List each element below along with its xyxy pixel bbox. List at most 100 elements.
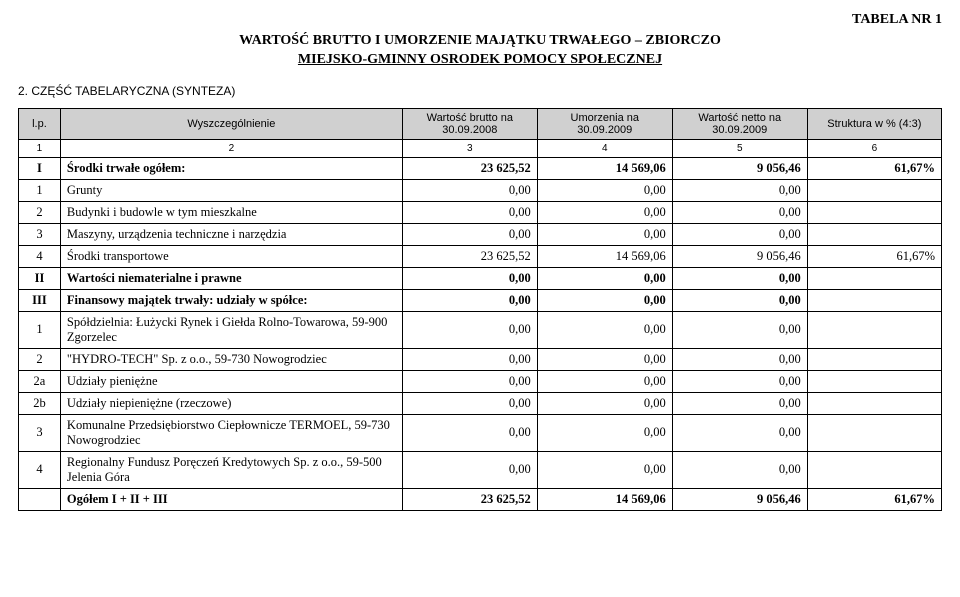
cell-v3: 23 625,52 bbox=[402, 245, 537, 267]
table-body: 1 2 3 4 5 6 IŚrodki trwałe ogółem:23 625… bbox=[19, 139, 942, 510]
cell-v5: 9 056,46 bbox=[672, 245, 807, 267]
cell-v5: 0,00 bbox=[672, 370, 807, 392]
table-row: 2aUdziały pieniężne0,000,000,00 bbox=[19, 370, 942, 392]
cell-v5: 0,00 bbox=[672, 289, 807, 311]
cell-v4: 0,00 bbox=[537, 451, 672, 488]
cell-v5: 0,00 bbox=[672, 223, 807, 245]
cell-v5: 0,00 bbox=[672, 392, 807, 414]
table-row: IIWartości niematerialne i prawne0,000,0… bbox=[19, 267, 942, 289]
cell-v6 bbox=[807, 370, 941, 392]
table-row: 4Środki transportowe23 625,5214 569,069 … bbox=[19, 245, 942, 267]
cell-desc: Maszyny, urządzenia techniczne i narzędz… bbox=[60, 223, 402, 245]
cell-v3: 0,00 bbox=[402, 179, 537, 201]
cell-v4: 14 569,06 bbox=[537, 245, 672, 267]
column-number-row: 1 2 3 4 5 6 bbox=[19, 139, 942, 157]
cell-v6 bbox=[807, 414, 941, 451]
cell-v6 bbox=[807, 451, 941, 488]
cell-v6 bbox=[807, 348, 941, 370]
cell-v3: 0,00 bbox=[402, 267, 537, 289]
cell-v4: 0,00 bbox=[537, 348, 672, 370]
table-row: 1Grunty0,000,000,00 bbox=[19, 179, 942, 201]
cell-v3: 0,00 bbox=[402, 201, 537, 223]
colnum-1: 1 bbox=[19, 139, 61, 157]
cell-desc: Środki transportowe bbox=[60, 245, 402, 267]
cell-v3: 0,00 bbox=[402, 311, 537, 348]
cell-v4: 0,00 bbox=[537, 414, 672, 451]
cell-index: 2 bbox=[19, 201, 61, 223]
table-number: TABELA NR 1 bbox=[18, 12, 942, 28]
table-row: 2Budynki i budowle w tym mieszkalne0,000… bbox=[19, 201, 942, 223]
cell-desc: Budynki i budowle w tym mieszkalne bbox=[60, 201, 402, 223]
cell-v6 bbox=[807, 223, 941, 245]
cell-v3: 0,00 bbox=[402, 414, 537, 451]
cell-v4: 0,00 bbox=[537, 179, 672, 201]
cell-desc: Wartości niematerialne i prawne bbox=[60, 267, 402, 289]
cell-v4: 0,00 bbox=[537, 392, 672, 414]
cell-v6: 61,67% bbox=[807, 157, 941, 179]
cell-index: III bbox=[19, 289, 61, 311]
title-line-1: WARTOŚĆ BRUTTO I UMORZENIE MAJĄTKU TRWAŁ… bbox=[18, 32, 942, 51]
cell-desc: Regionalny Fundusz Poręczeń Kredytowych … bbox=[60, 451, 402, 488]
cell-index: 2b bbox=[19, 392, 61, 414]
cell-v4: 0,00 bbox=[537, 370, 672, 392]
cell-v3: 0,00 bbox=[402, 289, 537, 311]
cell-v3: 0,00 bbox=[402, 370, 537, 392]
cell-index: 3 bbox=[19, 414, 61, 451]
cell-v6 bbox=[807, 311, 941, 348]
table-row: Ogółem I + II + III23 625,5214 569,069 0… bbox=[19, 488, 942, 510]
cell-index: 1 bbox=[19, 311, 61, 348]
cell-v4: 0,00 bbox=[537, 311, 672, 348]
table-header: l.p. Wyszczególnienie Wartość brutto na … bbox=[19, 108, 942, 139]
cell-v6 bbox=[807, 289, 941, 311]
cell-desc: Udziały niepieniężne (rzeczowe) bbox=[60, 392, 402, 414]
cell-v5: 0,00 bbox=[672, 267, 807, 289]
cell-v3: 0,00 bbox=[402, 348, 537, 370]
cell-v4: 0,00 bbox=[537, 223, 672, 245]
col-lp: l.p. bbox=[19, 108, 61, 139]
cell-v5: 0,00 bbox=[672, 414, 807, 451]
colnum-2: 2 bbox=[60, 139, 402, 157]
table-row: 2bUdziały niepieniężne (rzeczowe)0,000,0… bbox=[19, 392, 942, 414]
table-row: IIIFinansowy majątek trwały: udziały w s… bbox=[19, 289, 942, 311]
cell-desc: "HYDRO-TECH" Sp. z o.o., 59-730 Nowogrod… bbox=[60, 348, 402, 370]
table-row: IŚrodki trwałe ogółem:23 625,5214 569,06… bbox=[19, 157, 942, 179]
cell-desc: Komunalne Przedsiębiorstwo Ciepłownicze … bbox=[60, 414, 402, 451]
cell-index: I bbox=[19, 157, 61, 179]
data-table: l.p. Wyszczególnienie Wartość brutto na … bbox=[18, 108, 942, 511]
cell-v6 bbox=[807, 201, 941, 223]
cell-desc: Spółdzielnia: Łużycki Rynek i Giełda Rol… bbox=[60, 311, 402, 348]
cell-v3: 0,00 bbox=[402, 451, 537, 488]
cell-index: 4 bbox=[19, 451, 61, 488]
cell-index: 4 bbox=[19, 245, 61, 267]
cell-v5: 9 056,46 bbox=[672, 157, 807, 179]
cell-index: 3 bbox=[19, 223, 61, 245]
cell-v4: 0,00 bbox=[537, 201, 672, 223]
cell-v6: 61,67% bbox=[807, 245, 941, 267]
colnum-3: 3 bbox=[402, 139, 537, 157]
cell-v4: 14 569,06 bbox=[537, 157, 672, 179]
table-row: 2"HYDRO-TECH" Sp. z o.o., 59-730 Nowogro… bbox=[19, 348, 942, 370]
cell-v5: 0,00 bbox=[672, 348, 807, 370]
table-row: 1Spółdzielnia: Łużycki Rynek i Giełda Ro… bbox=[19, 311, 942, 348]
cell-v3: 0,00 bbox=[402, 392, 537, 414]
cell-desc: Środki trwałe ogółem: bbox=[60, 157, 402, 179]
cell-v5: 0,00 bbox=[672, 451, 807, 488]
col-desc: Wyszczególnienie bbox=[60, 108, 402, 139]
col-v4: Umorzenia na 30.09.2009 bbox=[537, 108, 672, 139]
cell-v4: 0,00 bbox=[537, 289, 672, 311]
cell-v3: 23 625,52 bbox=[402, 157, 537, 179]
cell-v6: 61,67% bbox=[807, 488, 941, 510]
colnum-4: 4 bbox=[537, 139, 672, 157]
cell-desc: Udziały pieniężne bbox=[60, 370, 402, 392]
cell-v5: 0,00 bbox=[672, 201, 807, 223]
cell-index: 1 bbox=[19, 179, 61, 201]
cell-v6 bbox=[807, 392, 941, 414]
section-label: 2. CZĘŚĆ TABELARYCZNA (SYNTEZA) bbox=[18, 84, 942, 98]
cell-desc: Finansowy majątek trwały: udziały w spół… bbox=[60, 289, 402, 311]
cell-v5: 0,00 bbox=[672, 311, 807, 348]
cell-index: 2a bbox=[19, 370, 61, 392]
cell-v3: 23 625,52 bbox=[402, 488, 537, 510]
cell-index: 2 bbox=[19, 348, 61, 370]
table-row: 3Komunalne Przedsiębiorstwo Ciepłownicze… bbox=[19, 414, 942, 451]
cell-index: II bbox=[19, 267, 61, 289]
